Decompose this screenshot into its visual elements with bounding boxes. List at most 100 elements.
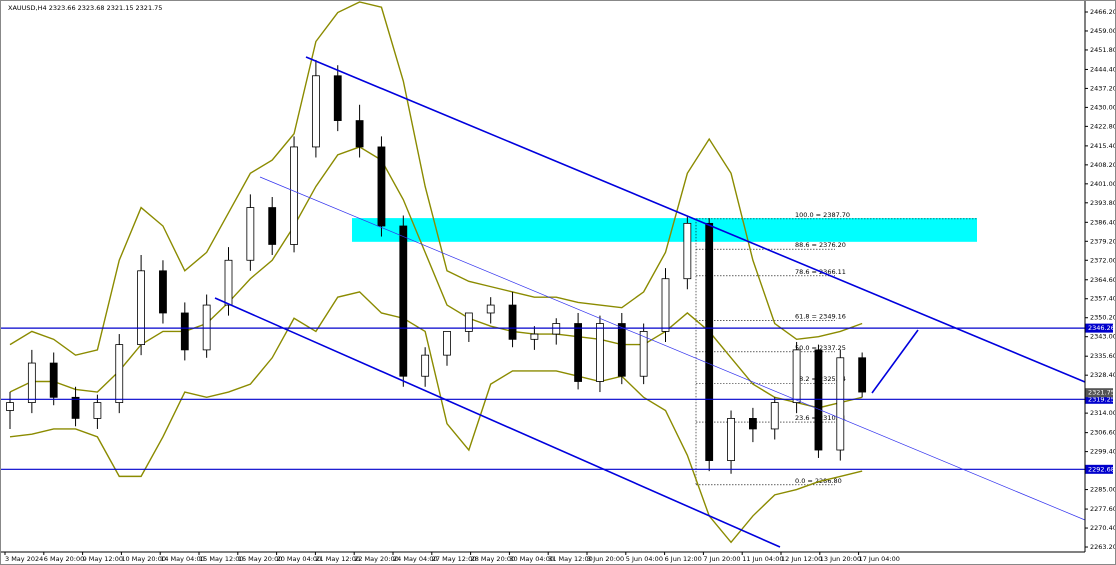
x-tick-label: 17 Jun 04:00 [859,555,900,563]
candle-body [202,304,211,351]
x-tick-label: 7 Jun 20:00 [703,555,740,563]
price-box [1085,394,1113,404]
candle-body [814,349,823,451]
y-tick-label: 2401.00 [1090,180,1116,188]
price-box-label: 2319.25 [1088,395,1115,403]
candle-body [661,278,670,332]
x-tick-label: 11 Jun 04:00 [742,555,783,563]
y-tick-label: 2459.00 [1090,27,1116,35]
x-tick-label: 27 May 12:00 [432,555,477,563]
x-tick-label: 6 May 20:00 [44,555,84,563]
x-tick-label: 13 Jun 20:00 [820,555,861,563]
x-tick-label: 3 May 2024 [5,555,43,563]
candle-body [71,396,80,419]
x-tick-label: 3 Jun 20:00 [587,555,624,563]
y-tick-label: 2306.60 [1090,429,1116,437]
y-tick-label: 2277.60 [1090,505,1116,513]
price-box [1085,464,1113,474]
x-tick-label: 14 May 04:00 [160,555,205,563]
x-tick-label: 6 Jun 12:00 [665,555,702,563]
candle-body [596,323,604,382]
y-tick-label: 2444.40 [1090,65,1116,73]
candle-body [770,402,779,430]
y-tick-label: 2372.00 [1090,256,1116,264]
y-tick-label: 2350.20 [1090,314,1116,322]
y-tick-label: 2437.20 [1090,84,1116,92]
candle-body [6,402,14,411]
y-tick-label: 2430.00 [1090,103,1116,111]
price-box [1085,323,1113,333]
price-box-label: 2346.26 [1088,324,1115,332]
candle-body [836,357,845,451]
price-box-label: 2321.75 [1088,389,1115,397]
x-tick-label: 24 May 04:00 [393,555,438,563]
candle-body [705,222,714,461]
bollinger-lower [9,291,863,544]
price-box-label: 2292.68 [1088,465,1115,473]
x-tick-label: 30 May 04:00 [509,555,554,563]
y-tick-label: 2466.20 [1090,8,1116,16]
candle-body [486,304,495,314]
candle-body [399,225,408,377]
candle-body [224,259,233,306]
bollinger-middle [9,146,863,409]
price-box [1085,388,1113,398]
y-tick-label: 2364.60 [1090,276,1116,284]
y-tick-label: 2379.20 [1090,237,1116,245]
candle-body [639,331,648,377]
y-tick-label: 2386.40 [1090,218,1116,226]
candle-body [246,207,255,261]
candle-body [27,362,36,403]
y-tick-label: 2335.60 [1090,352,1116,360]
y-tick-label: 2314.00 [1090,409,1116,417]
candle-body [159,270,167,314]
x-tick-label: 20 May 04:00 [277,555,322,563]
x-tick-label: 22 May 20:00 [354,555,399,563]
candle-body [683,222,692,280]
x-tick-label: 21 May 12:00 [315,555,360,563]
y-tick-label: 2343.00 [1090,333,1116,341]
y-tick-label: 2408.20 [1090,161,1116,169]
y-tick-label: 2451.80 [1090,46,1116,54]
candle-body [858,357,867,393]
y-tick-label: 2422.80 [1090,122,1116,130]
candle-body [93,402,102,419]
x-tick-label: 28 May 20:00 [471,555,516,563]
fib-label: 50.0 = 2337.25 [795,344,846,352]
candle-body [115,344,124,403]
candle-body [268,207,277,245]
y-tick-label: 2285.00 [1090,486,1116,494]
candle-body [617,323,626,377]
candle-body [552,323,561,335]
chart-title: XAUUSD,H4 2323.66 2323.68 2321.15 2321.7… [8,4,162,12]
x-tick-label: 5 Jun 04:00 [626,555,663,563]
y-tick-label: 2393.80 [1090,199,1116,207]
over-layer: 2466.20 2459.00 2451.80 2444.40 2437.20 2430.… [4,8,1116,563]
candle-body [180,312,189,351]
candle-body [792,349,801,403]
candle-body [49,362,58,398]
projection-arrow [871,329,919,394]
candle-body [421,354,430,377]
bollinger-upper [9,1,863,356]
fib-label: 0.0 = 2286.80 [795,477,842,485]
candle-body [311,75,320,148]
y-tick-label: 2299.40 [1090,448,1116,456]
candle-body [290,146,298,245]
candle-body [137,270,146,346]
channel-upper [305,56,1086,383]
y-tick-label: 2357.40 [1090,295,1116,303]
candle-body [464,312,473,332]
candle-body [377,146,386,227]
fib-label: 100.0 = 2387.70 [795,211,850,219]
x-tick-label: 9 May 12:00 [83,555,123,563]
candle-body [574,323,582,382]
y-tick-label: 2270.40 [1090,524,1116,532]
fib-label: 88.6 = 2376.20 [795,241,846,249]
x-tick-label: 10 May 20:00 [121,555,166,563]
candle-body [727,418,735,461]
candle-body [443,331,451,356]
x-tick-label: 15 May 12:00 [199,555,244,563]
